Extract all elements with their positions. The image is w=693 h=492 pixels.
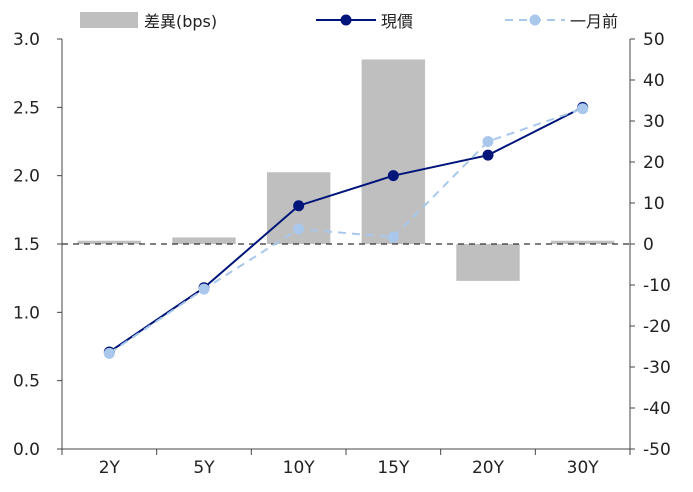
x-tick-label: 2Y [99,458,121,478]
bars-layer [77,59,615,281]
left-tick-label: 2.5 [13,98,40,118]
series-1-point-5Y [198,283,210,295]
bar-20Y [456,244,520,281]
series-0-point-20Y [482,149,494,161]
left-tick-label: 0.5 [13,372,40,392]
x-tick-label: 20Y [472,458,505,478]
right-tick-label: 50 [643,30,665,50]
right-tick-label: 20 [643,153,665,173]
right-tick-label: -40 [643,399,671,419]
right-tick-label: -10 [643,276,671,296]
legend-current-marker [340,14,352,26]
ticks-layer: 0.0 0.5 1.0 1.5 2.0 2.5 3.0 -50 -40 -30 -20 -10 0 10 2… [13,30,671,478]
series-1-point-2Y [103,347,115,359]
x-tick-label: 15Y [377,458,410,478]
series-0-point-10Y [293,200,305,212]
series-1-point-10Y [293,223,305,235]
right-tick-label: -30 [643,358,671,378]
series-0-point-15Y [387,170,399,182]
left-tick-label: 0.0 [13,440,40,460]
series-line-0 [108,106,584,353]
x-tick-label: 30Y [567,458,600,478]
legend-bar-swatch [80,12,138,28]
legend-bar-label: 差異(bps) [144,12,217,31]
series-1-point-30Y [577,103,589,115]
axes-layer [57,38,635,455]
legend: 差異(bps) 現價 一月前 [80,12,618,31]
bar-30Y [550,240,615,244]
right-tick-label: 10 [643,194,665,214]
right-tick-label: 40 [643,71,665,91]
right-tick-label: 0 [643,235,654,255]
legend-prev-marker [529,14,541,26]
bar-15Y [361,59,426,244]
left-tick-label: 3.0 [13,30,40,50]
lines-layer [103,101,589,359]
left-tick-label: 1.0 [13,303,40,323]
right-tick-label: 30 [643,112,665,132]
legend-current-label: 現價 [381,12,413,31]
right-tick-label: -20 [643,317,671,337]
bar-5Y [172,237,236,244]
x-tick-label: 5Y [193,458,215,478]
bar-2Y [77,240,142,244]
right-tick-label: -50 [643,440,671,460]
left-tick-label: 2.0 [13,167,40,187]
series-1-point-15Y [387,231,399,243]
left-tick-label: 1.5 [13,235,40,255]
x-tick-label: 10Y [283,458,316,478]
series-line-1 [108,107,583,355]
legend-prev-label: 一月前 [570,12,618,31]
series-1-point-20Y [482,136,494,147]
